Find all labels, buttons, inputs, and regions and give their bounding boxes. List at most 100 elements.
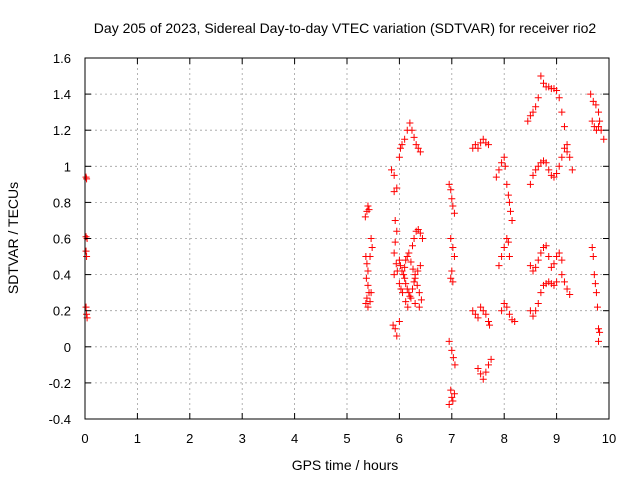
- data-point: [506, 207, 514, 215]
- data-point: [592, 126, 600, 134]
- data-point: [501, 162, 509, 170]
- data-point: [390, 249, 398, 257]
- data-point: [500, 299, 508, 307]
- data-point: [474, 364, 482, 372]
- data-point: [363, 294, 371, 302]
- data-point: [595, 337, 603, 345]
- data-point: [451, 361, 459, 369]
- data-point: [450, 209, 458, 217]
- y-tick-label: -0.2: [49, 376, 71, 391]
- data-point: [414, 225, 422, 233]
- data-point: [529, 267, 537, 275]
- data-point: [500, 153, 508, 161]
- data-point: [395, 318, 403, 326]
- data-point: [450, 390, 458, 398]
- data-point: [553, 86, 561, 94]
- data-point: [448, 195, 456, 203]
- data-point: [479, 307, 487, 315]
- data-point: [553, 170, 561, 178]
- data-point: [469, 307, 477, 315]
- data-point: [542, 159, 550, 167]
- data-point: [487, 355, 495, 363]
- data-point: [532, 307, 540, 315]
- data-point: [484, 361, 492, 369]
- data-point: [408, 126, 416, 134]
- data-point: [402, 256, 410, 264]
- data-point: [396, 144, 404, 152]
- y-tick-label: 0.4: [53, 268, 71, 283]
- y-tick-label: -0.4: [49, 412, 71, 427]
- chart-title: Day 205 of 2023, Sidereal Day-to-day VTE…: [94, 20, 597, 36]
- data-point: [477, 303, 485, 311]
- data-point: [391, 238, 399, 246]
- data-point: [555, 94, 563, 102]
- data-point: [526, 112, 534, 120]
- data-point: [550, 281, 558, 289]
- x-tick-label: 2: [186, 431, 193, 446]
- data-point: [415, 303, 423, 311]
- data-point: [449, 397, 457, 405]
- data-point: [363, 260, 371, 268]
- data-point: [566, 153, 574, 161]
- x-tick-label: 6: [396, 431, 403, 446]
- data-point: [368, 244, 376, 252]
- data-point: [399, 289, 407, 297]
- y-tick-label: 0.8: [53, 195, 71, 210]
- data-point: [366, 253, 374, 261]
- data-point: [505, 198, 513, 206]
- data-point: [474, 314, 482, 322]
- y-tick-label: 0: [64, 340, 71, 355]
- data-point: [560, 278, 568, 286]
- data-point: [82, 247, 90, 255]
- data-point: [390, 188, 398, 196]
- data-point: [524, 117, 532, 125]
- data-point: [511, 318, 519, 326]
- data-point: [504, 238, 512, 246]
- data-point: [545, 253, 553, 261]
- data-point: [391, 325, 399, 333]
- data-point: [407, 258, 415, 266]
- data-point: [555, 249, 563, 257]
- data-point: [534, 256, 542, 264]
- y-tick-label: 1: [64, 159, 71, 174]
- data-point: [537, 289, 545, 297]
- data-point: [398, 267, 406, 275]
- x-tick-label: 5: [343, 431, 350, 446]
- y-tick-label: 1.2: [53, 123, 71, 138]
- data-point: [402, 280, 410, 288]
- data-points: [82, 72, 608, 409]
- data-point: [447, 235, 455, 242]
- data-point: [532, 103, 540, 111]
- data-point: [395, 256, 403, 264]
- data-point: [401, 135, 409, 143]
- data-point: [445, 337, 453, 345]
- data-point: [395, 280, 403, 288]
- data-point: [596, 328, 604, 336]
- data-point: [537, 249, 545, 257]
- data-point: [396, 262, 404, 270]
- data-point: [390, 271, 398, 279]
- data-point: [409, 285, 416, 293]
- y-tick-label: 0.6: [53, 232, 71, 247]
- data-point: [563, 141, 571, 149]
- data-point: [366, 298, 374, 306]
- data-point: [540, 79, 547, 87]
- data-point: [563, 285, 571, 293]
- data-point: [482, 310, 490, 318]
- data-point: [403, 253, 411, 261]
- data-point: [397, 285, 405, 293]
- data-point: [361, 213, 369, 221]
- y-tick-label: 0.2: [53, 304, 71, 319]
- data-point: [412, 141, 420, 149]
- data-point: [592, 101, 600, 109]
- data-point: [388, 166, 396, 174]
- data-point: [448, 346, 456, 354]
- data-point: [553, 278, 561, 286]
- data-point: [563, 148, 571, 156]
- data-point: [364, 281, 372, 289]
- data-point: [590, 271, 598, 279]
- data-point: [495, 262, 503, 270]
- data-point: [410, 278, 418, 286]
- data-point: [553, 253, 561, 261]
- data-point: [486, 321, 494, 329]
